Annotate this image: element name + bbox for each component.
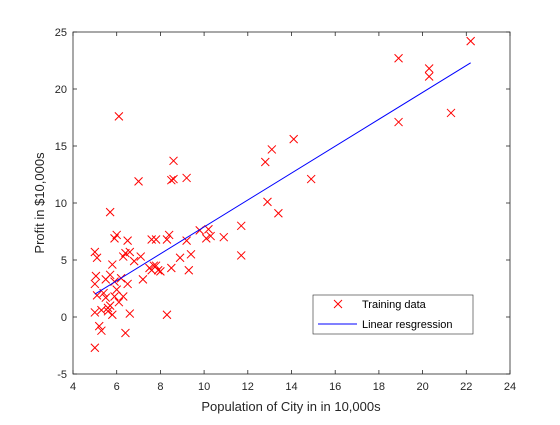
y-tick-label: 15 xyxy=(55,141,67,153)
legend: Training data Linear resgression xyxy=(313,295,473,334)
y-tick-label: 10 xyxy=(55,198,67,210)
x-tick-label: 16 xyxy=(329,381,341,393)
x-tick-label: 12 xyxy=(242,381,254,393)
y-tick-label: 0 xyxy=(61,312,67,324)
x-tick-label: 4 xyxy=(70,381,76,393)
y-axis-label: Profit in $10,000s xyxy=(32,152,47,254)
x-axis-label: Population of City in in 10,000s xyxy=(201,399,381,414)
x-tick-label: 18 xyxy=(373,381,385,393)
x-tick-label: 20 xyxy=(416,381,428,393)
y-tick-label: -5 xyxy=(57,369,67,381)
y-tick-label: 5 xyxy=(61,255,67,267)
legend-label-training-data: Training data xyxy=(362,299,427,311)
legend-label-linear-regression: Linear resgression xyxy=(362,319,453,331)
x-tick-label: 14 xyxy=(285,381,297,393)
x-tick-label: 24 xyxy=(504,381,516,393)
x-tick-label: 22 xyxy=(460,381,472,393)
x-tick-label: 6 xyxy=(114,381,120,393)
x-tick-label: 8 xyxy=(157,381,163,393)
x-tick-label: 10 xyxy=(198,381,210,393)
y-tick-label: 25 xyxy=(55,27,67,39)
y-tick-label: 20 xyxy=(55,84,67,96)
